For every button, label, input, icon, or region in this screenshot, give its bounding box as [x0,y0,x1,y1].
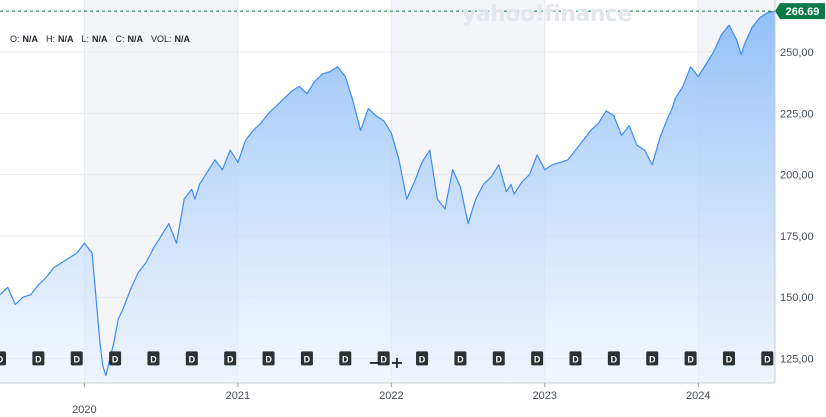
y-tick-label: 150,00 [780,292,814,304]
high-label: H: [46,34,56,44]
dividend-marker-label: D [150,354,157,364]
dividend-marker[interactable]: D [722,351,735,366]
y-tick-label: 125,00 [780,353,814,365]
dividend-marker-box [607,351,620,366]
dividend-marker-label: D [304,354,311,364]
dividend-marker-label: D [457,354,464,364]
zoom-controls: − + [366,355,406,371]
zoom-in-button[interactable]: + [388,355,406,371]
dividend-marker-label: D [764,354,771,364]
dividend-marker-box [454,351,467,366]
yahoo-finance-watermark: yahoo!finance [462,2,632,27]
dividend-marker-box [569,351,582,366]
dividend-marker-box [32,351,45,366]
dividend-marker-label: D [649,354,656,364]
current-price-badge [775,3,825,20]
dividend-marker-label: D [534,354,541,364]
open-value: N/A [22,34,39,44]
dividend-marker-label: D [73,354,80,364]
dividend-marker-label: D [342,354,349,364]
dividend-marker-box [109,351,122,366]
dividend-marker[interactable]: D [262,351,275,366]
dividend-marker-box [0,351,6,366]
dividend-marker[interactable]: D [761,351,774,366]
dividend-marker-label: D [35,354,42,364]
dividend-marker-box [722,351,735,366]
high-value: N/A [58,34,74,44]
dividend-marker-label: D [265,354,272,364]
dividend-marker-box [646,351,659,366]
current-price-label: 266.69 [786,6,820,18]
dividend-marker-box [416,351,429,366]
dividend-marker-box [185,351,198,366]
dividend-marker[interactable]: D [646,351,659,366]
low-label: L: [81,34,90,44]
x-tick-label: 2022 [379,390,403,402]
dividend-marker-label: D [227,354,234,364]
open-label: O: [10,34,20,44]
x-tick-label: 2023 [533,390,557,402]
dividend-marker-label: D [611,354,618,364]
dividend-marker-label: D [572,354,579,364]
dividend-marker[interactable]: D [224,351,237,366]
zoom-out-button[interactable]: − [366,355,384,371]
dividend-marker-label: D [0,354,4,364]
dividend-marker[interactable]: D [607,351,620,366]
dividend-marker[interactable]: D [684,351,697,366]
ohlc-readout: O: N/A H: N/A L: N/A C: N/A VOL: N/A [10,34,190,44]
dividend-marker-box [684,351,697,366]
dividend-marker-label: D [726,354,733,364]
y-tick-label: 200,00 [780,170,814,182]
dividend-marker-label: D [380,354,387,364]
dividend-marker-box [531,351,544,366]
dividend-marker-box [224,351,237,366]
close-readout: C: N/A [116,34,144,44]
dividend-marker-box [761,351,774,366]
high-readout: H: N/A [46,34,74,44]
dividend-marker[interactable]: D [0,351,6,366]
price-area [0,11,775,383]
dividend-marker-label: D [189,354,196,364]
dividend-marker[interactable]: D [109,351,122,366]
dividend-marker-box [300,351,313,366]
dividend-marker[interactable]: D [185,351,198,366]
dividend-marker[interactable]: D [492,351,505,366]
open-readout: O: N/A [10,34,38,44]
dividend-marker-label: D [112,354,119,364]
volume-label: VOL: [151,34,172,44]
close-value: N/A [127,34,144,44]
price-line [0,10,776,377]
dividend-marker[interactable]: D [32,351,45,366]
dividend-marker-box [147,351,160,366]
dividend-marker-box [70,351,83,366]
dividend-marker[interactable]: D [569,351,582,366]
volume-readout: VOL: N/A [151,34,190,44]
y-tick-label: 225,00 [780,108,814,120]
dividend-marker-box [262,351,275,366]
dividend-marker[interactable]: D [147,351,160,366]
dividend-marker-label: D [496,354,503,364]
low-readout: L: N/A [82,34,108,44]
dividend-marker[interactable]: D [339,351,352,366]
dividend-marker-label: D [419,354,426,364]
close-label: C: [115,34,125,44]
volume-value: N/A [174,34,191,44]
dividend-marker[interactable]: D [70,351,83,366]
x-tick-label: 2020 [72,404,96,416]
low-value: N/A [92,34,108,44]
dividend-marker[interactable]: D [416,351,429,366]
dividend-marker[interactable]: D [454,351,467,366]
y-tick-label: 250,00 [780,47,814,59]
x-tick-label: 2021 [226,390,250,402]
dividend-marker-box [377,351,390,366]
dividend-marker[interactable]: D [300,351,313,366]
dividend-marker-box [492,351,505,366]
dividend-marker[interactable]: D [531,351,544,366]
dividend-marker-label: D [687,354,694,364]
x-tick-label: 2024 [686,390,710,402]
dividend-marker-box [339,351,352,366]
y-tick-label: 175,00 [780,231,814,243]
dividend-marker[interactable]: D [377,351,390,366]
